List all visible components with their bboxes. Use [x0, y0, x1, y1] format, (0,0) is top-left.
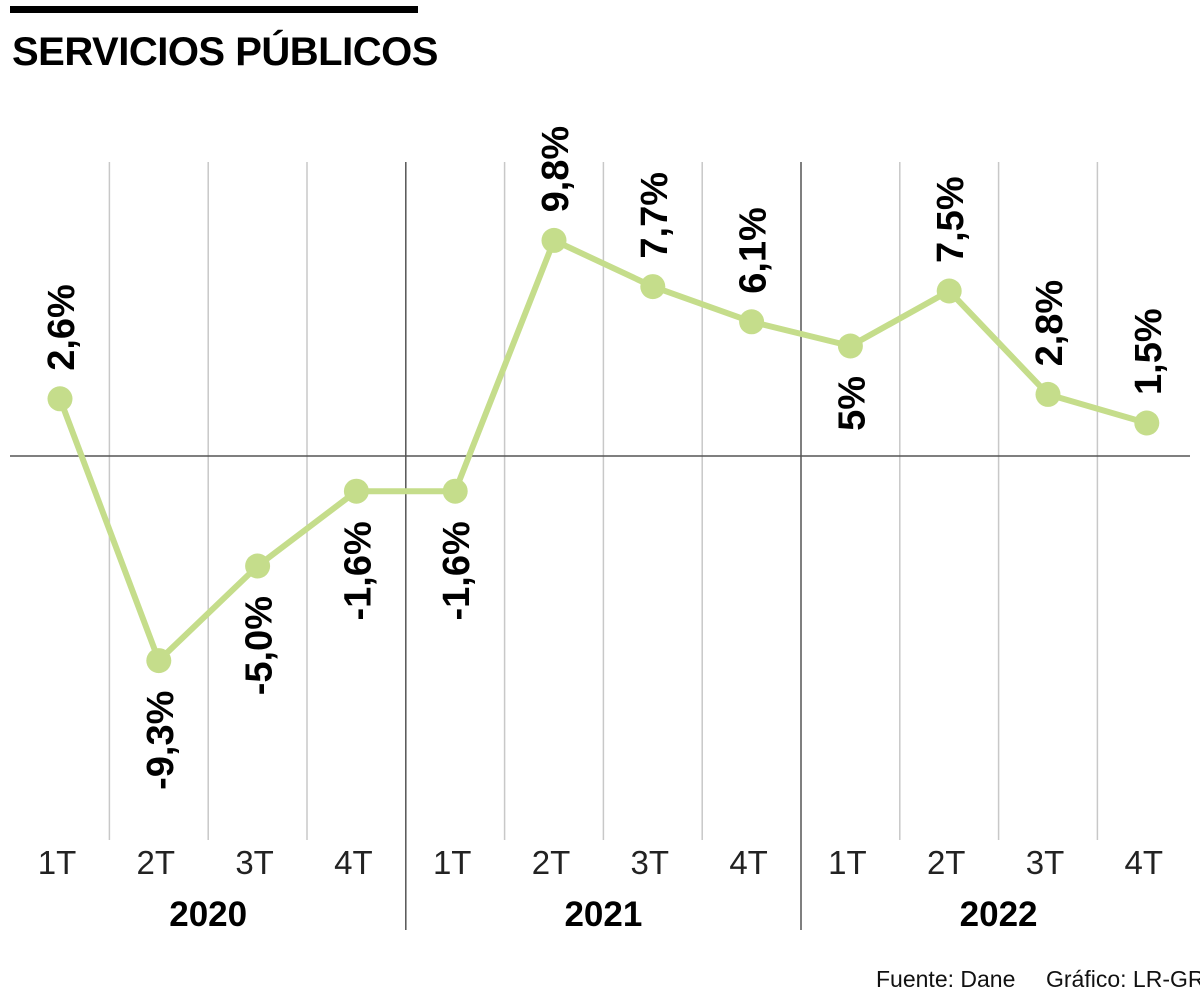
data-label: 1,5%	[1128, 308, 1170, 395]
year-label: 2022	[960, 895, 1038, 934]
data-point	[837, 333, 863, 359]
x-tick-label: 1T	[828, 844, 867, 881]
title-rule	[10, 6, 418, 13]
chart-title: SERVICIOS PÚBLICOS	[12, 30, 438, 74]
x-tick-label: 1T	[433, 844, 472, 881]
gridlines	[108, 162, 1099, 930]
data-markers	[47, 227, 1160, 674]
x-tick-label: 2T	[927, 844, 966, 881]
data-point	[47, 386, 73, 412]
x-tick-label: 4T	[334, 844, 373, 881]
data-point	[1134, 410, 1160, 436]
year-labels: 2020 2021 2022	[169, 895, 1037, 934]
data-point	[640, 274, 666, 300]
data-point	[1035, 381, 1061, 407]
series-line-path	[57, 237, 1148, 664]
x-tick-labels: 1T 2T 3T 4T 1T 2T 3T 4T 1T 2T 3T 4T	[38, 844, 1163, 881]
credit-note: Gráfico: LR-GR	[1046, 966, 1200, 992]
source-note: Fuente: Dane	[876, 966, 1016, 992]
x-tick-label: 3T	[631, 844, 670, 881]
x-tick-label: 4T	[1125, 844, 1164, 881]
data-point	[343, 478, 369, 504]
data-label: 5%	[831, 376, 873, 431]
year-label: 2020	[169, 895, 247, 934]
data-label: 7,5%	[930, 176, 972, 263]
data-label: -1,6%	[436, 521, 478, 620]
x-tick-label: 3T	[1026, 844, 1065, 881]
x-tick-label: 2T	[532, 844, 571, 881]
x-tick-label: 3T	[235, 844, 274, 881]
data-label: 9,8%	[535, 126, 577, 213]
data-labels: 2,6% -9,3% -5,0% -1,6% -1,6% 9,8% 7,7% 6,1% 5% 7,…	[41, 126, 1170, 790]
data-label: 2,8%	[1029, 280, 1071, 367]
data-point	[541, 227, 567, 253]
year-label: 2021	[564, 895, 642, 934]
data-label: 7,7%	[634, 172, 676, 259]
data-point	[442, 478, 468, 504]
series-line	[57, 237, 1148, 664]
data-label: -1,6%	[337, 521, 379, 620]
data-point	[245, 553, 271, 579]
data-label: -9,3%	[140, 691, 182, 790]
x-tick-label: 2T	[137, 844, 176, 881]
data-label: -5,0%	[239, 596, 281, 695]
x-tick-label: 1T	[38, 844, 77, 881]
data-point	[739, 309, 765, 335]
data-label: 2,6%	[41, 284, 83, 371]
data-label: 6,1%	[733, 207, 775, 294]
x-tick-label: 4T	[729, 844, 768, 881]
data-point	[936, 278, 962, 304]
data-point	[146, 648, 172, 674]
